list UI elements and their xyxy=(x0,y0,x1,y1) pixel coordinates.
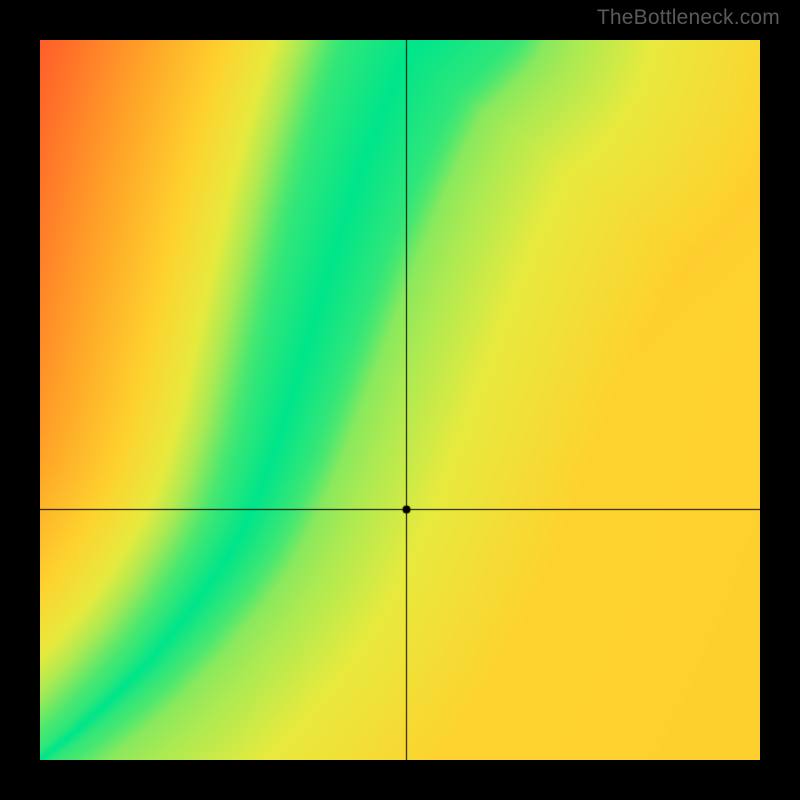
root-frame: { "watermark": "TheBottleneck.com", "cha… xyxy=(0,0,800,800)
bottleneck-heatmap xyxy=(40,40,760,760)
watermark-text: TheBottleneck.com xyxy=(597,6,780,30)
